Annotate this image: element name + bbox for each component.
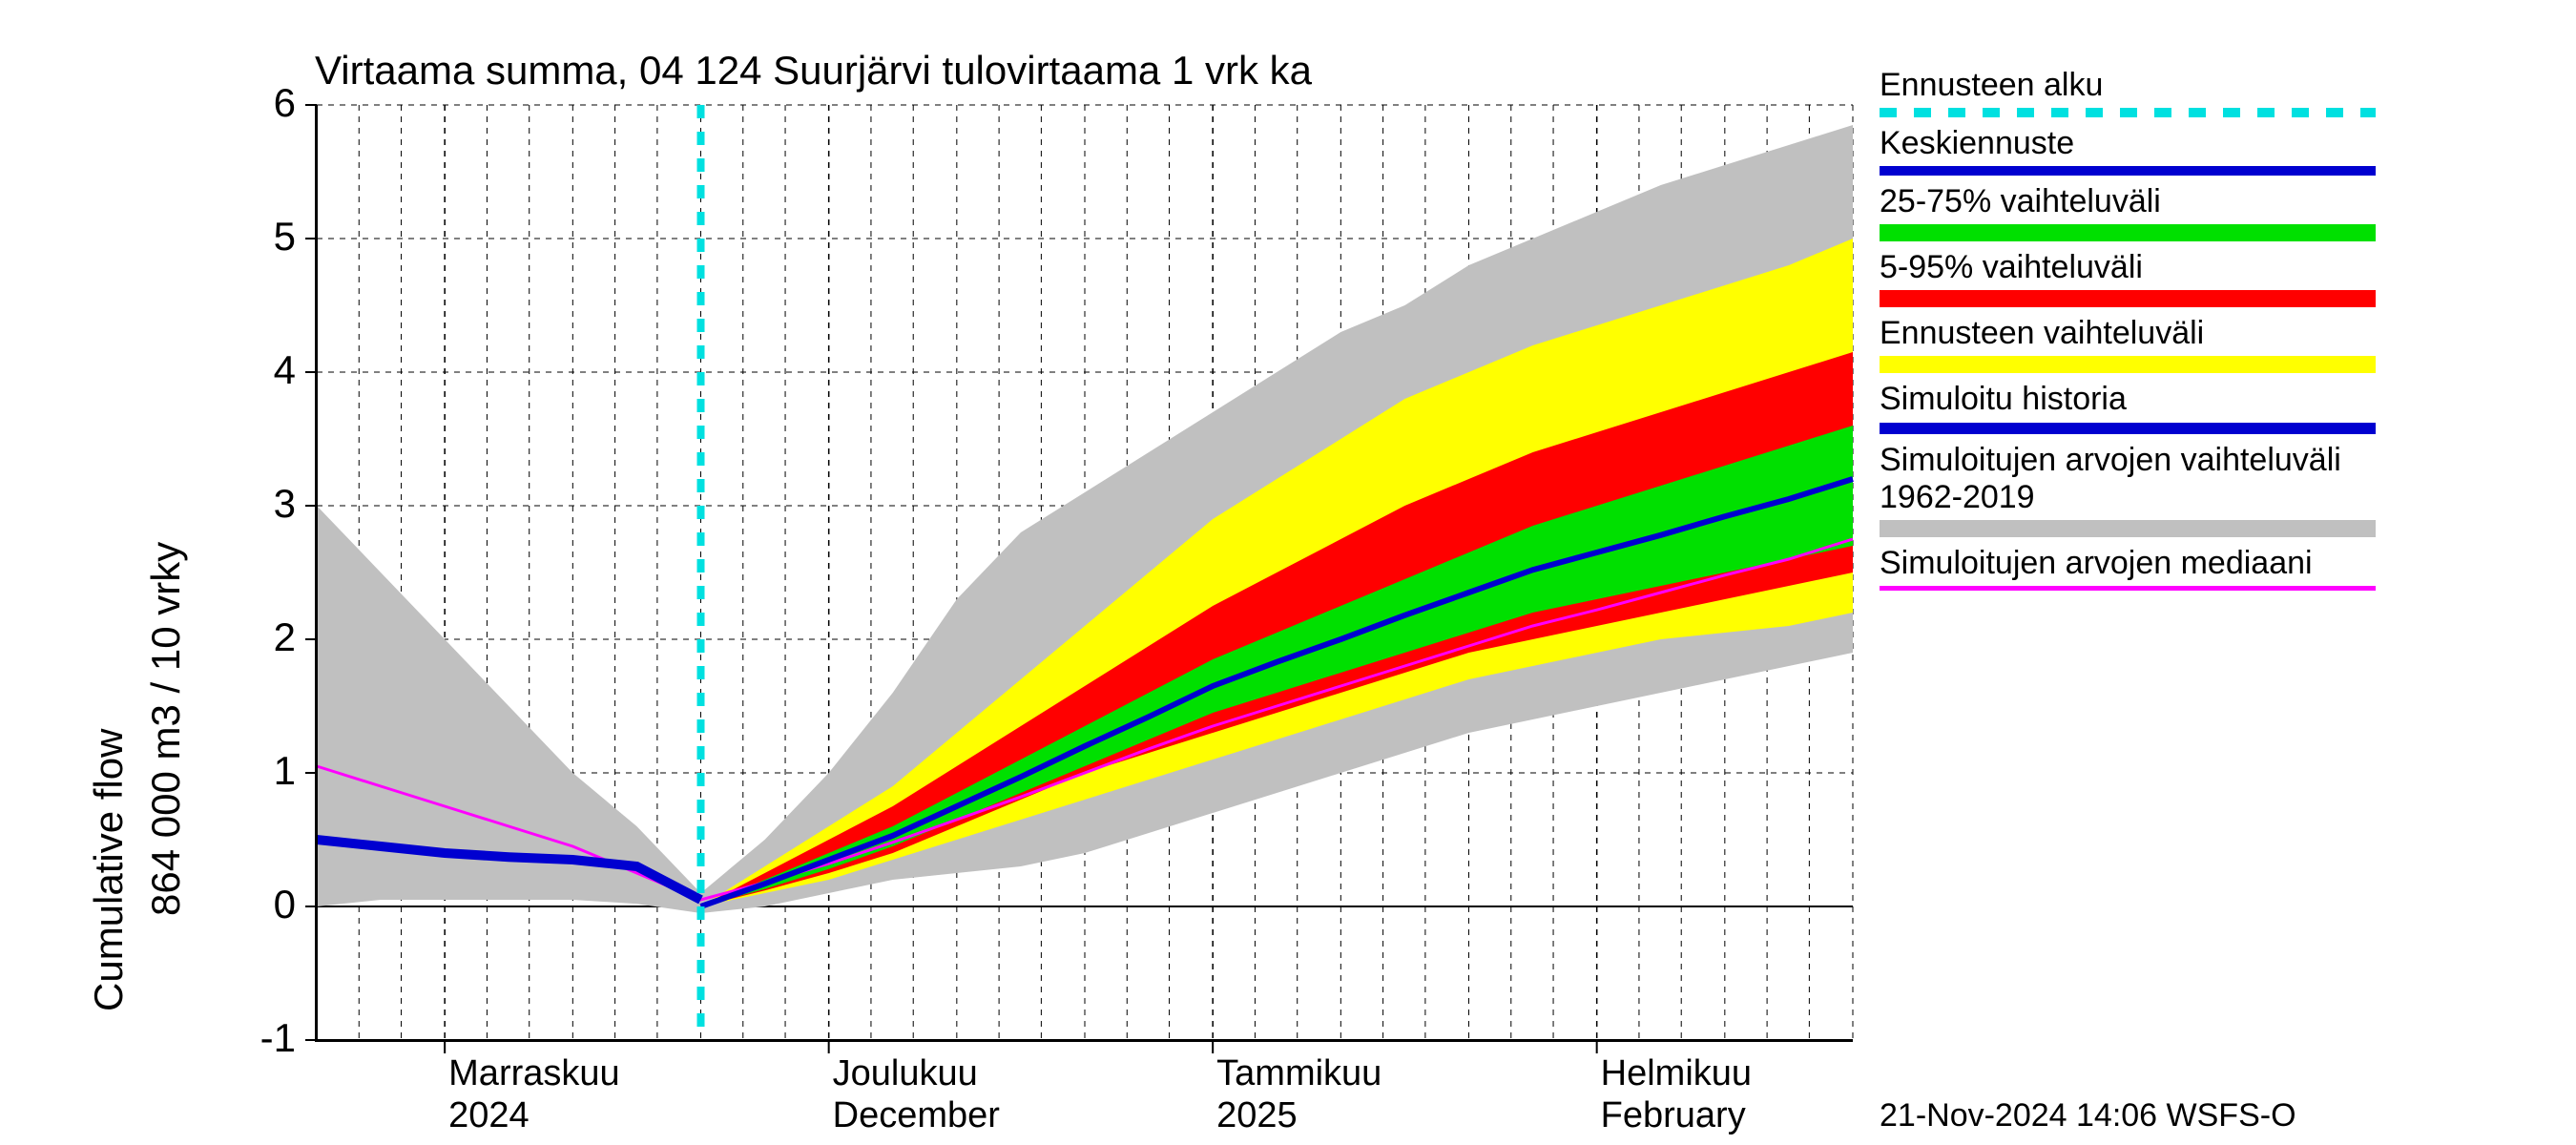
- legend-swatch: [1880, 586, 2376, 591]
- legend-label: Simuloitujen arvojen mediaani: [1880, 545, 2395, 582]
- legend-item: Simuloitujen arvojen mediaani: [1880, 545, 2395, 591]
- legend: Ennusteen alku Keskiennuste 25-75% vaihtel…: [1880, 67, 2395, 598]
- y-tick-label: 3: [191, 481, 296, 527]
- legend-swatch: [1880, 423, 2376, 434]
- y-axis-label-2: 864 000 m3 / 10 vrky: [143, 542, 189, 916]
- y-tick-label: 6: [191, 80, 296, 126]
- x-tick-label-sub: 2024: [448, 1095, 530, 1136]
- legend-label: 5-95% vaihteluväli: [1880, 249, 2395, 286]
- legend-item: Simuloitujen arvojen vaihteluväli 1962-2…: [1880, 442, 2395, 537]
- legend-swatch: [1880, 356, 2376, 373]
- x-tick-label-month: Tammikuu: [1216, 1053, 1381, 1094]
- legend-item: 25-75% vaihteluväli: [1880, 183, 2395, 241]
- legend-item: 5-95% vaihteluväli: [1880, 249, 2395, 307]
- legend-swatch: [1880, 290, 2376, 307]
- y-tick-label: 5: [191, 214, 296, 260]
- x-tick-label-month: Helmikuu: [1601, 1053, 1752, 1094]
- y-tick-label: 2: [191, 614, 296, 660]
- legend-swatch: [1880, 224, 2376, 241]
- legend-label: Simuloitujen arvojen vaihteluväli 1962-2…: [1880, 442, 2395, 516]
- legend-label: Ennusteen vaihteluväli: [1880, 315, 2395, 352]
- y-tick-label: 1: [191, 748, 296, 794]
- legend-item: Ennusteen vaihteluväli: [1880, 315, 2395, 373]
- legend-item: Ennusteen alku: [1880, 67, 2395, 117]
- legend-label: 25-75% vaihteluväli: [1880, 183, 2395, 220]
- x-tick-label-month: Joulukuu: [833, 1053, 978, 1094]
- legend-swatch: [1880, 108, 2376, 117]
- legend-item: Simuloitu historia: [1880, 381, 2395, 433]
- legend-swatch: [1880, 166, 2376, 176]
- y-tick-label: 4: [191, 347, 296, 393]
- legend-swatch: [1880, 520, 2376, 537]
- y-tick-label: -1: [191, 1015, 296, 1061]
- legend-label: Simuloitu historia: [1880, 381, 2395, 418]
- x-tick-label-month: Marraskuu: [448, 1053, 620, 1094]
- chart-title: Virtaama summa, 04 124 Suurjärvi tulovir…: [315, 48, 1312, 94]
- chart-container: Virtaama summa, 04 124 Suurjärvi tulovir…: [0, 0, 2576, 1145]
- x-tick-label-sub: 2025: [1216, 1095, 1298, 1136]
- data-layers: [317, 105, 1853, 1040]
- x-tick-label-sub: February: [1601, 1095, 1746, 1136]
- footer-timestamp: 21-Nov-2024 14:06 WSFS-O: [1880, 1097, 2296, 1135]
- y-axis-label-1: Cumulative flow: [86, 729, 132, 1011]
- legend-label: Keskiennuste: [1880, 125, 2395, 162]
- legend-label: Ennusteen alku: [1880, 67, 2395, 104]
- legend-item: Keskiennuste: [1880, 125, 2395, 176]
- x-tick-label-sub: December: [833, 1095, 1000, 1136]
- y-tick-label: 0: [191, 882, 296, 927]
- plot-area: [315, 105, 1853, 1042]
